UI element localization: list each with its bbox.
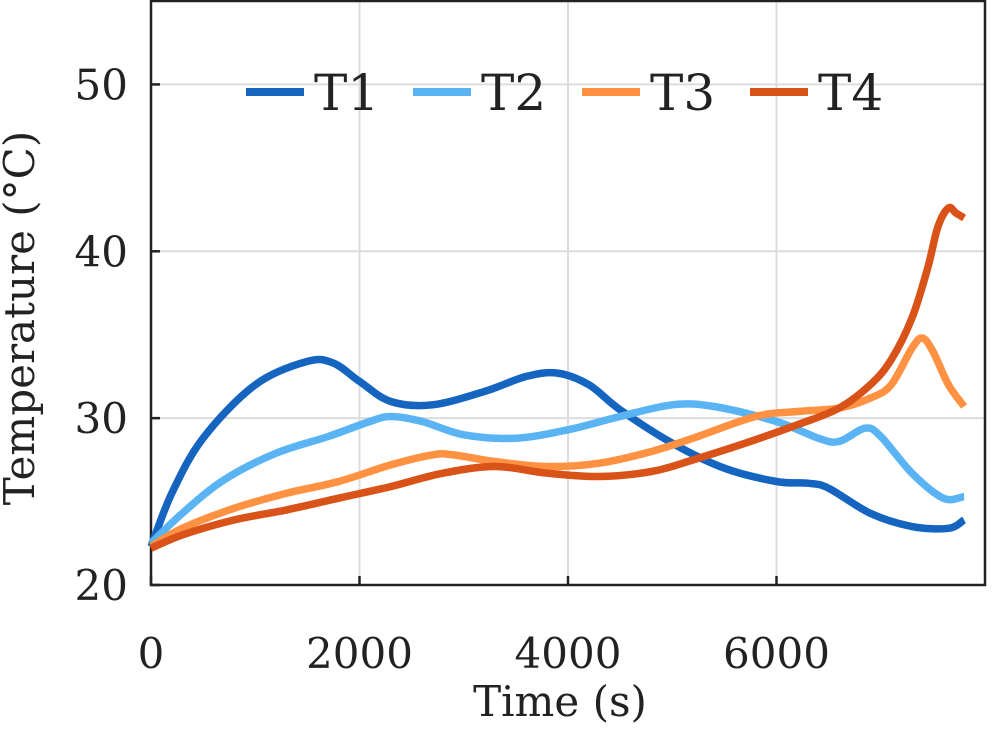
x-tick-label: 4000	[515, 629, 622, 678]
legend-label: T4	[818, 64, 883, 122]
legend-label: T2	[481, 64, 546, 122]
grid	[151, 1, 985, 585]
series-line-t2	[148, 400, 965, 547]
axis-ticks: 0 2000 4000 6000 20 30 40 50	[75, 60, 830, 678]
x-axis-label: Time (s)	[473, 677, 647, 726]
series-lines	[147, 203, 968, 552]
y-tick-label: 50	[75, 60, 128, 109]
x-tick-label: 2000	[306, 629, 413, 678]
legend-item-t1: T1	[246, 64, 379, 122]
y-tick-label: 20	[75, 561, 128, 610]
y-tick-label: 30	[75, 394, 128, 443]
y-axis-label: Temperature (°C)	[0, 131, 44, 505]
legend-label: T3	[650, 64, 715, 122]
series-line-t1	[147, 355, 967, 548]
y-tick-label: 40	[75, 227, 128, 276]
series-line-t4	[149, 203, 967, 552]
x-tick-label: 6000	[723, 629, 830, 678]
series-line-t3	[149, 334, 968, 550]
legend-item-t2: T2	[413, 64, 546, 122]
legend-item-t4: T4	[750, 64, 883, 122]
legend: T1 T2 T3 T4	[246, 64, 883, 122]
x-tick-label: 0	[138, 629, 165, 678]
legend-label: T1	[314, 64, 379, 122]
legend-item-t3: T3	[582, 64, 715, 122]
